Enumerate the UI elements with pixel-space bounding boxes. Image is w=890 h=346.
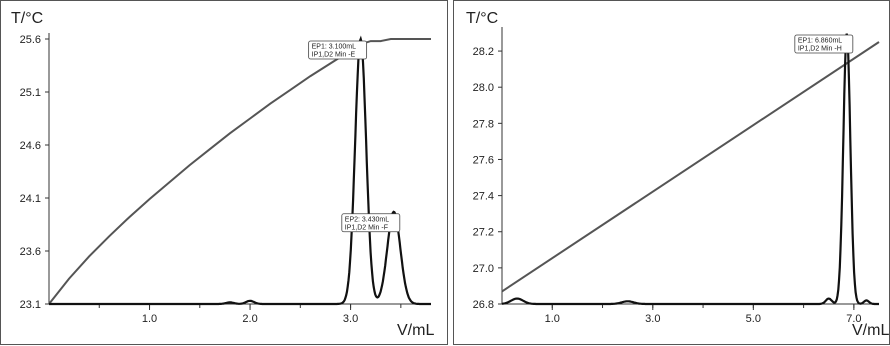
c1-y-tick-label: 28.2 bbox=[473, 46, 494, 58]
c1-y-tick-label: 28.0 bbox=[473, 82, 494, 94]
c0-y-tick-label: 24.6 bbox=[20, 140, 41, 152]
chart-left-svg: T/°C V/mL 25.6 25.1 24.6 24.1 23.6 23.1 1.0 2.0 3.… bbox=[11, 10, 434, 339]
c0-x-axis-label: V/mL bbox=[397, 322, 434, 339]
c1-y-axis-label: T/°C bbox=[466, 10, 498, 27]
c1-y-tick-label: 27.6 bbox=[473, 154, 494, 166]
c0-annotation-text: EP2: 3.430mL bbox=[345, 216, 389, 223]
c1-x-tick-label: 7.0 bbox=[846, 313, 861, 325]
c0-y-tick-label: 23.6 bbox=[20, 246, 41, 258]
c1-annotation-text: IP1,D2 Min -H bbox=[798, 46, 842, 53]
c0-x-tick-label: 2.0 bbox=[242, 313, 257, 325]
chart-panel-right: T/°C V/mL 28.2 28.0 27.8 27.6 27.4 27.2 27.0 26.8… bbox=[453, 0, 890, 345]
c1-y-tick-label: 27.4 bbox=[473, 191, 494, 203]
c1-x-tick-label: 5.0 bbox=[746, 313, 761, 325]
c1-x-tick-label: 1.0 bbox=[545, 313, 560, 325]
c0-x-tick-label: 3.0 bbox=[343, 313, 358, 325]
c1-y-tick-label: 27.2 bbox=[473, 227, 494, 239]
c0-y-tick-label: 25.6 bbox=[20, 34, 41, 46]
c0-annotation-text: IP1,D2 Min -E bbox=[312, 52, 356, 59]
c1-y-tick-label: 27.0 bbox=[473, 263, 494, 275]
c0-y-axis-label: T/°C bbox=[11, 10, 43, 27]
c1-annotation-text: EP1: 6.860mL bbox=[798, 38, 842, 45]
c0-annotation-text: EP1: 3.100mL bbox=[312, 44, 356, 51]
c1-temperature-curve bbox=[501, 41, 880, 293]
c0-annotation-box-1 bbox=[341, 213, 401, 233]
c1-derivative-curve bbox=[501, 33, 879, 306]
c1-x-axis-label: V/mL bbox=[852, 322, 889, 339]
chart-panel-left: T/°C V/mL 25.6 25.1 24.6 24.1 23.6 23.1 1.0 2.0 3.… bbox=[0, 0, 448, 345]
chart-right-svg: T/°C V/mL 28.2 28.0 27.8 27.6 27.4 27.2 27.0 26.8… bbox=[466, 10, 889, 339]
c0-x-tick-label: 1.0 bbox=[142, 313, 157, 325]
c1-y-tick-label: 26.8 bbox=[473, 299, 494, 311]
c0-temperature-curve bbox=[48, 38, 431, 305]
c0-y-tick-label: 24.1 bbox=[20, 193, 41, 205]
c0-annotation-box-0 bbox=[308, 40, 368, 60]
c1-y-tick-label: 27.8 bbox=[473, 118, 494, 130]
c0-y-tick-label: 25.1 bbox=[20, 87, 41, 99]
c0-derivative-curve bbox=[49, 35, 431, 306]
c0-annotation-text: IP1,D2 Min -F bbox=[345, 224, 388, 231]
c1-x-tick-label: 3.0 bbox=[645, 313, 660, 325]
c1-annotation-box-0 bbox=[794, 34, 854, 54]
c0-y-tick-label: 23.1 bbox=[20, 299, 41, 311]
